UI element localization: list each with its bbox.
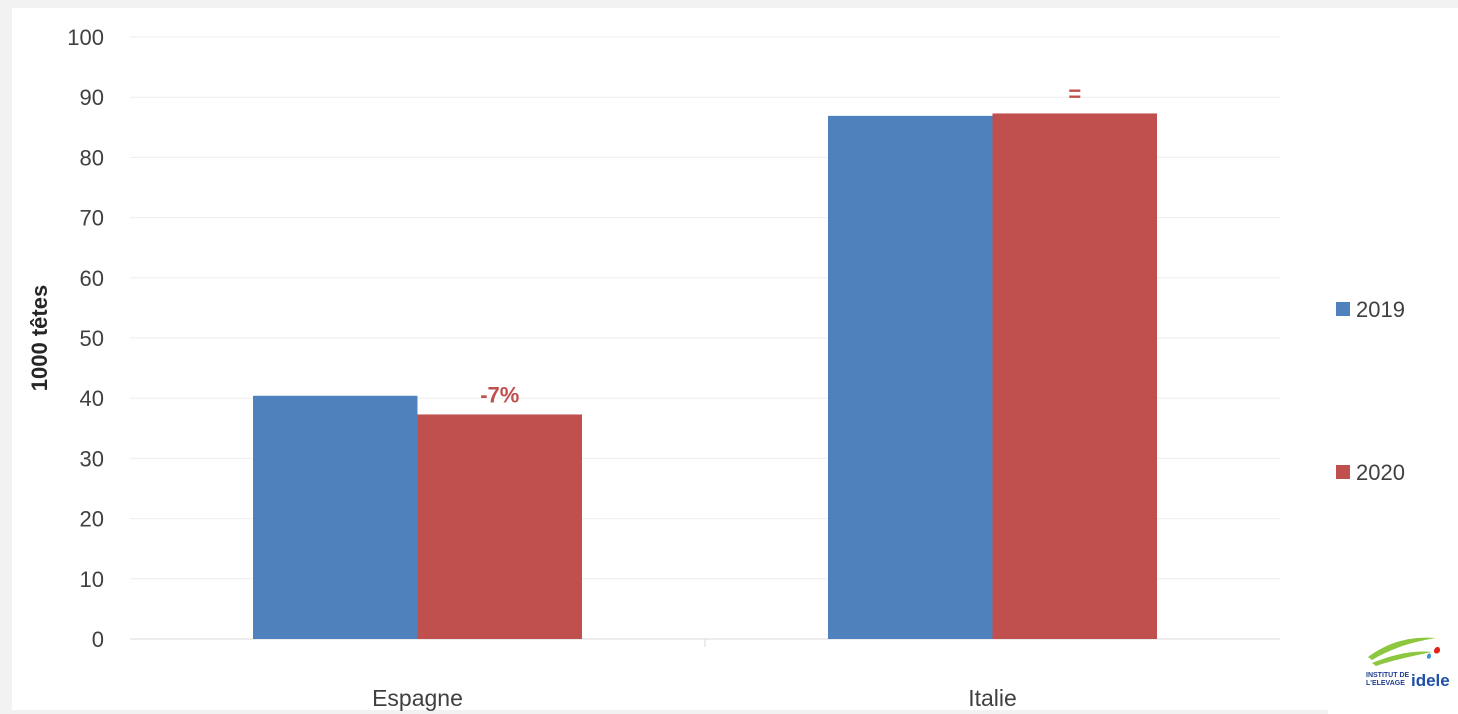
bar-annotation: -7% — [480, 382, 519, 407]
bars — [253, 113, 1157, 640]
y-tick-label: 90 — [80, 85, 104, 110]
y-tick-label: 10 — [80, 567, 104, 592]
logo-brand: idele — [1411, 671, 1450, 690]
y-tick-label: 40 — [80, 386, 104, 411]
y-axis-ticks: 0 10 20 30 40 50 60 70 80 90 100 — [67, 25, 104, 652]
y-tick-label: 30 — [80, 446, 104, 471]
y-tick-label: 60 — [80, 266, 104, 291]
logo-line1: INSTITUT DE — [1366, 672, 1409, 679]
x-category-label: Italie — [968, 685, 1017, 711]
bar-espagne-2020 — [417, 414, 582, 639]
legend-label: 2019 — [1356, 297, 1405, 322]
y-tick-label: 100 — [67, 25, 104, 50]
y-tick-label: 80 — [80, 145, 104, 170]
legend-label: 2020 — [1356, 460, 1405, 485]
legend: 2019 2020 — [1336, 297, 1405, 485]
legend-swatch — [1336, 302, 1350, 316]
legend-swatch — [1336, 465, 1350, 479]
y-tick-label: 0 — [92, 627, 104, 652]
y-tick-label: 50 — [80, 326, 104, 351]
bar-italie-2020 — [992, 113, 1157, 640]
x-category-label: Espagne — [372, 685, 463, 711]
y-axis-label: 1000 têtes — [27, 285, 52, 391]
idele-logo-icon: INSTITUT DE L'ELEVAGE idele — [1328, 618, 1458, 714]
bar-espagne-2019 — [253, 395, 418, 639]
bar-annotation: = — [1068, 81, 1081, 106]
x-axis-categories: Espagne Italie — [372, 685, 1017, 711]
bar-italie-2019 — [828, 115, 993, 639]
logo-line2: L'ELEVAGE — [1366, 680, 1405, 687]
y-tick-label: 70 — [80, 206, 104, 231]
annotations: -7% = — [480, 81, 1081, 407]
y-tick-label: 20 — [80, 507, 104, 532]
